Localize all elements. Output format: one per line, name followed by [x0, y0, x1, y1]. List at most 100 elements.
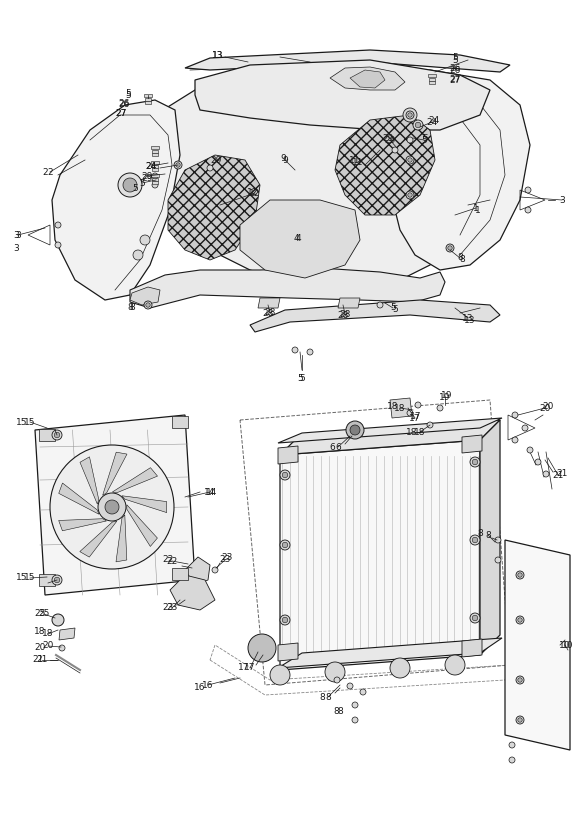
- Text: 5: 5: [452, 53, 458, 62]
- Text: 14: 14: [204, 488, 216, 497]
- Bar: [152, 165, 158, 167]
- Text: 9: 9: [282, 156, 288, 165]
- Text: 17: 17: [410, 411, 422, 420]
- Polygon shape: [39, 429, 55, 441]
- Circle shape: [408, 193, 412, 197]
- Text: 8: 8: [129, 303, 135, 312]
- Circle shape: [292, 347, 298, 353]
- Circle shape: [408, 158, 412, 162]
- Circle shape: [207, 165, 213, 171]
- Circle shape: [427, 422, 433, 428]
- Bar: [428, 74, 436, 77]
- Circle shape: [105, 500, 119, 514]
- Text: 18: 18: [42, 630, 54, 639]
- Polygon shape: [170, 575, 215, 610]
- Bar: [144, 94, 152, 97]
- Polygon shape: [350, 70, 385, 88]
- Text: 5: 5: [125, 91, 131, 100]
- Polygon shape: [278, 418, 502, 443]
- Text: 5: 5: [125, 88, 131, 97]
- Circle shape: [516, 571, 524, 579]
- Circle shape: [406, 156, 414, 164]
- Text: 23: 23: [162, 603, 174, 612]
- Text: 22: 22: [166, 556, 178, 565]
- Circle shape: [522, 425, 528, 431]
- Text: 3: 3: [15, 231, 21, 240]
- Circle shape: [446, 244, 454, 252]
- Text: 8: 8: [459, 255, 465, 265]
- Circle shape: [527, 447, 533, 453]
- Polygon shape: [338, 298, 360, 308]
- Polygon shape: [280, 420, 500, 455]
- Polygon shape: [59, 483, 99, 514]
- Polygon shape: [130, 287, 160, 305]
- Text: 9: 9: [280, 153, 286, 162]
- Polygon shape: [480, 420, 500, 655]
- Polygon shape: [103, 452, 127, 495]
- Text: 5: 5: [392, 306, 398, 315]
- Polygon shape: [258, 298, 280, 308]
- Circle shape: [54, 578, 59, 583]
- Polygon shape: [505, 540, 570, 750]
- Circle shape: [543, 471, 549, 477]
- Text: 24: 24: [145, 162, 157, 171]
- Text: 27: 27: [115, 109, 127, 118]
- Circle shape: [346, 421, 364, 439]
- Polygon shape: [390, 398, 412, 418]
- Circle shape: [390, 658, 410, 678]
- Circle shape: [50, 445, 174, 569]
- Text: 15: 15: [24, 574, 36, 583]
- Text: 8: 8: [319, 692, 325, 701]
- Circle shape: [472, 459, 477, 465]
- Bar: [152, 149, 158, 152]
- Text: 12: 12: [250, 189, 261, 198]
- Bar: [145, 101, 151, 104]
- Polygon shape: [278, 446, 298, 464]
- Circle shape: [403, 108, 417, 122]
- Circle shape: [280, 540, 290, 550]
- Polygon shape: [172, 568, 188, 580]
- Circle shape: [140, 235, 150, 245]
- Polygon shape: [130, 268, 445, 308]
- Circle shape: [445, 655, 465, 675]
- Circle shape: [55, 242, 61, 248]
- Text: 17: 17: [238, 663, 250, 672]
- Polygon shape: [59, 628, 75, 640]
- Text: 15: 15: [16, 418, 28, 427]
- Circle shape: [98, 493, 126, 521]
- Text: 13: 13: [212, 50, 224, 59]
- Text: 10: 10: [559, 640, 571, 649]
- Circle shape: [146, 302, 150, 307]
- Text: 26: 26: [449, 63, 461, 73]
- Text: 8: 8: [333, 708, 339, 717]
- Text: 8: 8: [325, 692, 331, 701]
- Bar: [152, 168, 158, 171]
- Circle shape: [280, 615, 290, 625]
- Text: 5: 5: [390, 303, 396, 312]
- Text: 13: 13: [462, 313, 474, 322]
- Text: 21: 21: [32, 656, 44, 664]
- Polygon shape: [185, 557, 210, 585]
- Text: 16: 16: [202, 681, 214, 690]
- Circle shape: [350, 425, 360, 435]
- Circle shape: [472, 616, 477, 620]
- Text: 28: 28: [338, 311, 349, 320]
- Circle shape: [535, 459, 541, 465]
- Text: 16: 16: [194, 683, 206, 692]
- Circle shape: [123, 178, 137, 192]
- Circle shape: [360, 689, 366, 695]
- Text: 3: 3: [13, 244, 19, 252]
- Circle shape: [352, 702, 358, 708]
- Polygon shape: [168, 155, 260, 260]
- Bar: [151, 146, 159, 149]
- Text: 13: 13: [464, 316, 476, 325]
- Text: 26: 26: [118, 100, 129, 109]
- Circle shape: [59, 645, 65, 651]
- Circle shape: [509, 742, 515, 748]
- Circle shape: [52, 575, 62, 585]
- Circle shape: [495, 557, 501, 563]
- Text: 24: 24: [145, 162, 157, 171]
- Polygon shape: [35, 415, 195, 595]
- Bar: [151, 161, 159, 164]
- Text: 25: 25: [34, 610, 45, 619]
